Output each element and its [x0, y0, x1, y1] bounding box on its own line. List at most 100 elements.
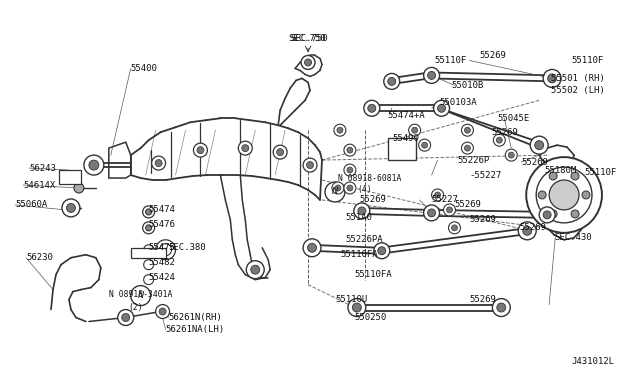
Text: 55227: 55227 [431, 195, 458, 205]
Circle shape [325, 182, 345, 202]
Circle shape [84, 155, 104, 175]
Circle shape [444, 204, 456, 216]
Circle shape [344, 182, 356, 194]
Circle shape [143, 260, 154, 270]
Circle shape [582, 191, 590, 199]
Text: 55110FA: 55110FA [340, 250, 378, 259]
Text: 56261NA(LH): 56261NA(LH) [166, 325, 225, 334]
Text: 551A0: 551A0 [345, 214, 372, 222]
Circle shape [526, 157, 602, 233]
Circle shape [549, 180, 579, 210]
Text: 550250: 550250 [355, 313, 387, 322]
Text: 55475: 55475 [148, 243, 175, 252]
Text: 55110F: 55110F [584, 167, 616, 177]
Text: 55501 (RH): 55501 (RH) [551, 74, 605, 83]
Circle shape [305, 59, 312, 66]
Bar [131, 248, 166, 258]
Text: 55010B: 55010B [451, 81, 484, 90]
Text: 55226PA: 55226PA [345, 235, 383, 244]
Circle shape [534, 141, 543, 150]
Text: 55269: 55269 [360, 195, 387, 205]
Text: (4): (4) [358, 186, 372, 195]
Circle shape [492, 299, 510, 317]
Text: 55226P: 55226P [458, 155, 490, 164]
Circle shape [493, 134, 506, 146]
Circle shape [131, 286, 150, 305]
Circle shape [67, 203, 76, 212]
Circle shape [523, 226, 532, 235]
Circle shape [89, 160, 99, 170]
Bar [388, 138, 415, 160]
Text: 55110FA: 55110FA [355, 270, 392, 279]
Circle shape [571, 172, 579, 180]
Circle shape [276, 149, 284, 155]
Text: N: N [138, 291, 144, 300]
Text: 55474+A: 55474+A [388, 111, 426, 120]
Text: 56261N(RH): 56261N(RH) [168, 313, 222, 322]
Circle shape [543, 70, 561, 87]
Circle shape [497, 137, 502, 143]
Text: N: N [332, 187, 338, 196]
Circle shape [424, 205, 440, 221]
Text: 55269: 55269 [519, 223, 546, 232]
Circle shape [334, 124, 346, 136]
Circle shape [146, 225, 152, 231]
Circle shape [344, 144, 356, 156]
Circle shape [424, 67, 440, 83]
Text: N 08918-3401A: N 08918-3401A [109, 290, 172, 299]
Circle shape [536, 167, 592, 223]
Circle shape [409, 124, 420, 136]
Circle shape [143, 245, 154, 255]
Circle shape [156, 240, 175, 260]
Circle shape [433, 100, 449, 116]
Circle shape [449, 222, 460, 234]
Circle shape [358, 207, 366, 215]
Text: 55269: 55269 [469, 295, 496, 304]
Circle shape [118, 310, 134, 326]
Circle shape [238, 141, 252, 155]
Circle shape [251, 265, 260, 274]
Circle shape [378, 247, 386, 255]
Circle shape [242, 145, 249, 152]
Text: 55476: 55476 [148, 220, 175, 230]
Text: 55400: 55400 [131, 64, 157, 73]
Text: 55110F: 55110F [571, 56, 604, 65]
Circle shape [159, 308, 166, 315]
Text: 550103A: 550103A [440, 98, 477, 107]
Circle shape [422, 142, 428, 148]
Circle shape [543, 211, 551, 219]
Circle shape [497, 303, 506, 312]
Circle shape [368, 104, 376, 112]
Circle shape [506, 149, 517, 161]
Bar [59, 170, 81, 184]
Circle shape [303, 158, 317, 172]
Circle shape [193, 143, 207, 157]
Text: 55045E: 55045E [497, 114, 529, 123]
Circle shape [384, 73, 400, 89]
Text: 55180M: 55180M [544, 166, 577, 174]
Circle shape [197, 147, 204, 154]
Circle shape [353, 303, 362, 312]
Text: 55110F: 55110F [435, 56, 467, 65]
Text: 56243: 56243 [29, 164, 56, 173]
Circle shape [465, 145, 470, 151]
Circle shape [549, 210, 557, 218]
Circle shape [518, 222, 536, 240]
Circle shape [412, 127, 418, 133]
Circle shape [156, 305, 170, 318]
Circle shape [347, 147, 353, 153]
Circle shape [508, 152, 515, 158]
Text: 55060A: 55060A [15, 201, 47, 209]
Text: 55424: 55424 [148, 273, 175, 282]
Circle shape [347, 185, 353, 191]
Text: 55269: 55269 [479, 51, 506, 60]
Text: SEC.750: SEC.750 [288, 34, 326, 43]
Circle shape [549, 172, 557, 180]
Text: 55269: 55269 [469, 215, 496, 224]
Circle shape [146, 209, 152, 215]
Text: 55474: 55474 [148, 205, 175, 214]
Text: -55227: -55227 [469, 170, 502, 180]
Circle shape [447, 207, 452, 213]
Text: 55269: 55269 [492, 128, 518, 137]
Text: SEC.380: SEC.380 [168, 243, 206, 252]
